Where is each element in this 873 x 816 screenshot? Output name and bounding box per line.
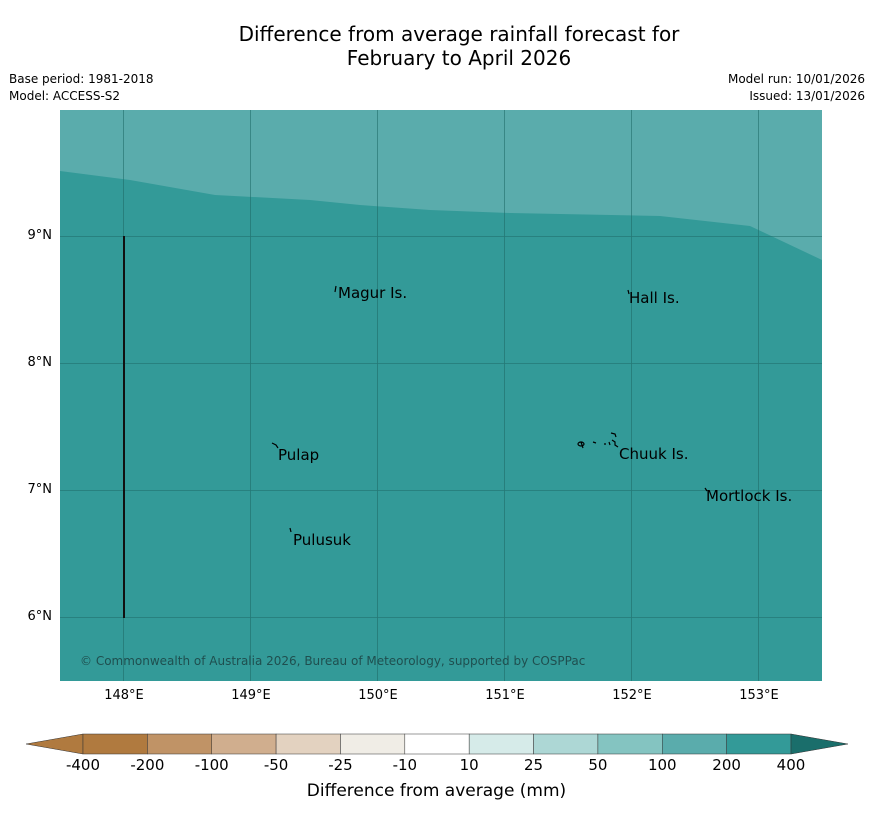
colorbar-tick-label: -25	[328, 756, 353, 774]
colorbar-cell	[726, 733, 792, 755]
lat-label-7n: 7°N	[27, 482, 53, 497]
pulusuk-outline	[289, 527, 292, 533]
colorbar-cell	[662, 733, 727, 755]
magur-outline	[334, 285, 337, 293]
model-run: Model run: 10/01/2026	[727, 72, 865, 86]
title-line-2: February to April 2026	[346, 46, 572, 70]
place-magur: Magur Is.	[338, 284, 408, 302]
lat-label-6n: 6°N	[27, 609, 53, 624]
chuuk-outline	[577, 432, 619, 449]
meta-left: Base period: 1981-2018 Model: ACCESS-S2	[9, 71, 154, 105]
colorbar-tick-label: 25	[523, 756, 544, 774]
place-hall: Hall Is.	[629, 289, 680, 307]
lon-label-151e: 151°E	[485, 688, 525, 703]
title-line-1: Difference from average rainfall forecas…	[238, 22, 680, 46]
colorbar-tick-label: 400	[776, 756, 806, 774]
lon-label-152e: 152°E	[612, 688, 652, 703]
colorbar-cell	[597, 733, 663, 755]
place-mortlock: Mortlock Is.	[706, 487, 793, 505]
colorbar-cell	[533, 733, 599, 755]
colorbar-title: Difference from average (mm)	[306, 781, 567, 801]
colorbar-cell	[82, 733, 148, 755]
colorbar	[26, 733, 849, 755]
colorbar-tick-label: -10	[392, 756, 418, 774]
colorbar-cell	[340, 733, 406, 755]
lat-label-8n: 8°N	[27, 355, 53, 370]
colorbar-tick-label: 50	[588, 756, 608, 774]
place-chuuk: Chuuk Is.	[619, 445, 689, 463]
colorbar-tick-label: 200	[712, 756, 741, 774]
colorbar-cell	[404, 733, 470, 755]
copyright-note: © Commonwealth of Australia 2026, Bureau…	[80, 654, 586, 668]
colorbar-tick-label: -400	[65, 756, 101, 774]
colorbar-tick-label: -50	[263, 756, 289, 774]
hall-outline	[627, 289, 630, 295]
lon-label-148e: 148°E	[104, 688, 144, 703]
place-pulap: Pulap	[278, 446, 320, 464]
island-outlines	[271, 285, 708, 533]
map-area	[60, 110, 822, 681]
base-period: Base period: 1981-2018	[9, 72, 154, 86]
mortlock-outline	[704, 487, 708, 492]
place-pulusuk: Pulusuk	[293, 531, 351, 549]
colorbar-tick-label: -200	[130, 756, 165, 774]
colorbar-tick-label: 10	[459, 756, 479, 774]
lon-label-153e: 153°E	[739, 688, 779, 703]
colorbar-cell	[275, 733, 341, 755]
colorbar-extend-low	[26, 733, 84, 755]
colorbar-cells	[82, 733, 792, 755]
colorbar-cell	[211, 733, 277, 755]
lon-label-149e: 149°E	[231, 688, 271, 703]
colorbar-extend-high	[790, 733, 849, 755]
colorbar-tick-label: -100	[194, 756, 229, 774]
issued-date: Issued: 13/01/2026	[749, 89, 865, 103]
colorbar-cell	[147, 733, 212, 755]
lat-label-9n: 9°N	[27, 228, 53, 243]
map-title: Difference from average rainfall forecas…	[0, 22, 873, 70]
model-name: Model: ACCESS-S2	[9, 89, 121, 103]
colorbar-cell	[468, 733, 534, 755]
lon-label-150e: 150°E	[358, 688, 398, 703]
pulap-outline	[271, 442, 279, 449]
meta-right: Model run: 10/01/2026 Issued: 13/01/2026	[728, 71, 865, 105]
colorbar-tick-label: 100	[647, 756, 677, 774]
